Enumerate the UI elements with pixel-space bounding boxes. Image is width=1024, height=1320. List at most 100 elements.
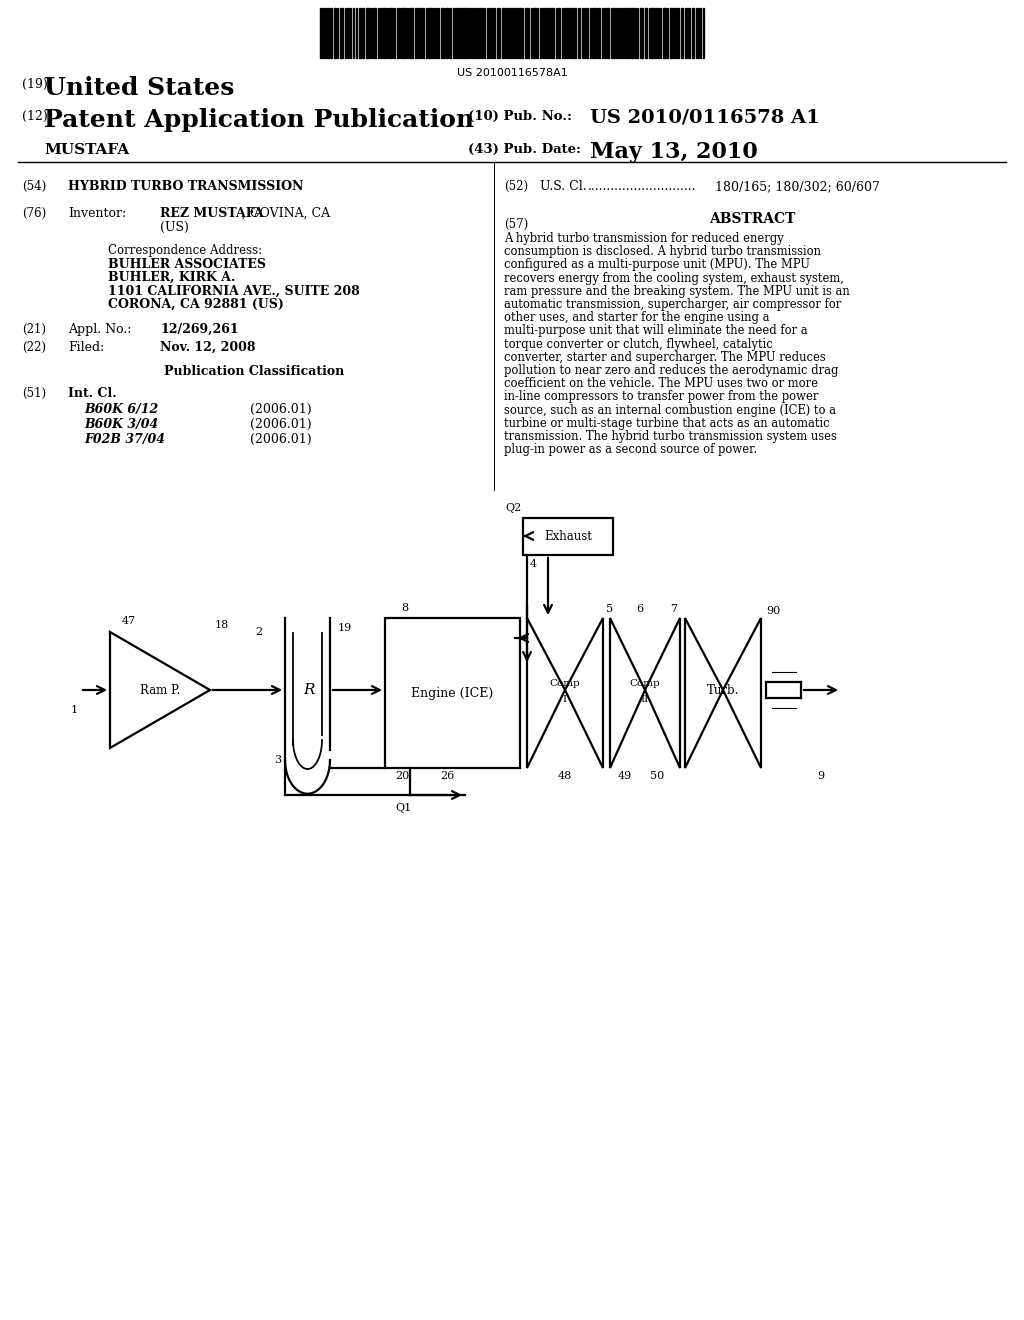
Text: consumption is disclosed. A hybrid turbo transmission: consumption is disclosed. A hybrid turbo… bbox=[504, 246, 821, 259]
Text: F02B 37/04: F02B 37/04 bbox=[84, 433, 165, 446]
Text: Publication Classification: Publication Classification bbox=[164, 366, 344, 378]
Bar bbox=[692, 8, 694, 58]
Text: (12): (12) bbox=[22, 110, 48, 123]
Bar bbox=[558, 8, 560, 58]
Bar bbox=[519, 8, 521, 58]
Text: (2006.01): (2006.01) bbox=[250, 418, 311, 432]
Bar bbox=[622, 8, 624, 58]
Text: 20: 20 bbox=[395, 771, 410, 781]
Bar bbox=[598, 8, 600, 58]
Bar bbox=[502, 8, 504, 58]
Bar bbox=[592, 8, 595, 58]
Bar bbox=[326, 8, 329, 58]
Text: 19: 19 bbox=[338, 623, 352, 634]
Bar bbox=[415, 8, 417, 58]
Text: 5: 5 bbox=[606, 605, 613, 614]
Text: U.S. Cl.: U.S. Cl. bbox=[540, 180, 587, 193]
Text: (52): (52) bbox=[504, 180, 528, 193]
Text: recovers energy from the cooling system, exhaust system,: recovers energy from the cooling system,… bbox=[504, 272, 844, 285]
Bar bbox=[441, 8, 443, 58]
Text: CORONA, CA 92881 (US): CORONA, CA 92881 (US) bbox=[108, 298, 284, 312]
Text: Turb.: Turb. bbox=[707, 684, 739, 697]
Text: B60K 6/12: B60K 6/12 bbox=[84, 403, 159, 416]
Bar bbox=[410, 8, 413, 58]
Bar bbox=[402, 8, 406, 58]
Bar bbox=[516, 8, 518, 58]
Bar bbox=[507, 8, 509, 58]
Text: United States: United States bbox=[44, 77, 234, 100]
Text: Exhaust: Exhaust bbox=[544, 529, 592, 543]
Text: Nov. 12, 2008: Nov. 12, 2008 bbox=[160, 341, 256, 354]
Text: (54): (54) bbox=[22, 180, 46, 193]
Text: (21): (21) bbox=[22, 323, 46, 337]
Text: (2006.01): (2006.01) bbox=[250, 403, 311, 416]
Text: turbine or multi-stage turbine that acts as an automatic: turbine or multi-stage turbine that acts… bbox=[504, 417, 829, 430]
Text: Engine (ICE): Engine (ICE) bbox=[411, 686, 494, 700]
Bar bbox=[481, 8, 483, 58]
Bar bbox=[446, 8, 449, 58]
Text: 1101 CALIFORNIA AVE., SUITE 208: 1101 CALIFORNIA AVE., SUITE 208 bbox=[108, 285, 359, 298]
Text: 12/269,261: 12/269,261 bbox=[160, 323, 239, 337]
Text: other uses, and starter for the engine using a: other uses, and starter for the engine u… bbox=[504, 312, 769, 325]
Bar bbox=[513, 8, 515, 58]
Text: torque converter or clutch, flywheel, catalytic: torque converter or clutch, flywheel, ca… bbox=[504, 338, 773, 351]
Text: BUHLER ASSOCIATES: BUHLER ASSOCIATES bbox=[108, 257, 266, 271]
Text: Q2: Q2 bbox=[506, 503, 522, 513]
Bar bbox=[640, 8, 643, 58]
Bar bbox=[385, 618, 520, 768]
Bar bbox=[651, 8, 654, 58]
Bar bbox=[607, 8, 609, 58]
Bar bbox=[418, 8, 420, 58]
Text: (51): (51) bbox=[22, 387, 46, 400]
Text: I: I bbox=[563, 694, 567, 704]
Text: ABSTRACT: ABSTRACT bbox=[709, 213, 796, 226]
Text: MUSTAFA: MUSTAFA bbox=[44, 143, 129, 157]
Bar bbox=[571, 8, 573, 58]
Text: ram pressure and the breaking system. The MPU unit is an: ram pressure and the breaking system. Th… bbox=[504, 285, 850, 298]
Text: May 13, 2010: May 13, 2010 bbox=[590, 141, 758, 162]
Bar bbox=[544, 8, 546, 58]
Text: (76): (76) bbox=[22, 207, 46, 220]
Text: 50: 50 bbox=[650, 771, 665, 781]
Bar bbox=[449, 8, 451, 58]
Bar bbox=[458, 8, 461, 58]
Bar bbox=[604, 8, 606, 58]
Text: 6: 6 bbox=[637, 605, 643, 614]
Bar bbox=[464, 8, 467, 58]
Bar bbox=[340, 8, 343, 58]
Text: Appl. No.:: Appl. No.: bbox=[68, 323, 131, 337]
Bar bbox=[330, 8, 332, 58]
Text: (2006.01): (2006.01) bbox=[250, 433, 311, 446]
Bar bbox=[389, 8, 391, 58]
Text: , COVINA, CA: , COVINA, CA bbox=[242, 207, 330, 220]
Text: 9: 9 bbox=[817, 771, 824, 781]
Text: Int. Cl.: Int. Cl. bbox=[68, 387, 117, 400]
Text: B60K 3/04: B60K 3/04 bbox=[84, 418, 159, 432]
Text: multi-purpose unit that will eliminate the need for a: multi-purpose unit that will eliminate t… bbox=[504, 325, 808, 338]
Text: automatic transmission, supercharger, air compressor for: automatic transmission, supercharger, ai… bbox=[504, 298, 842, 312]
Text: Filed:: Filed: bbox=[68, 341, 104, 354]
Bar bbox=[552, 8, 554, 58]
Bar bbox=[685, 8, 687, 58]
Bar bbox=[566, 8, 568, 58]
Bar bbox=[366, 8, 369, 58]
Text: (10) Pub. No.:: (10) Pub. No.: bbox=[468, 110, 572, 123]
Text: (43) Pub. Date:: (43) Pub. Date: bbox=[468, 143, 581, 156]
Bar bbox=[380, 8, 382, 58]
Text: 4: 4 bbox=[529, 558, 537, 569]
Text: configured as a multi-purpose unit (MPU). The MPU: configured as a multi-purpose unit (MPU)… bbox=[504, 259, 810, 272]
Bar bbox=[347, 8, 349, 58]
Bar bbox=[631, 8, 634, 58]
Bar bbox=[359, 8, 361, 58]
Text: Inventor:: Inventor: bbox=[68, 207, 126, 220]
Bar bbox=[534, 8, 536, 58]
Bar bbox=[574, 8, 575, 58]
Text: Q1: Q1 bbox=[395, 803, 412, 813]
Text: 18: 18 bbox=[215, 620, 229, 630]
Text: source, such as an internal combustion engine (ICE) to a: source, such as an internal combustion e… bbox=[504, 404, 836, 417]
Text: 3: 3 bbox=[273, 755, 281, 766]
Text: 2: 2 bbox=[255, 627, 262, 638]
Text: BUHLER, KIRK A.: BUHLER, KIRK A. bbox=[108, 271, 236, 284]
Text: 90: 90 bbox=[766, 606, 780, 616]
Text: converter, starter and supercharger. The MPU reduces: converter, starter and supercharger. The… bbox=[504, 351, 825, 364]
